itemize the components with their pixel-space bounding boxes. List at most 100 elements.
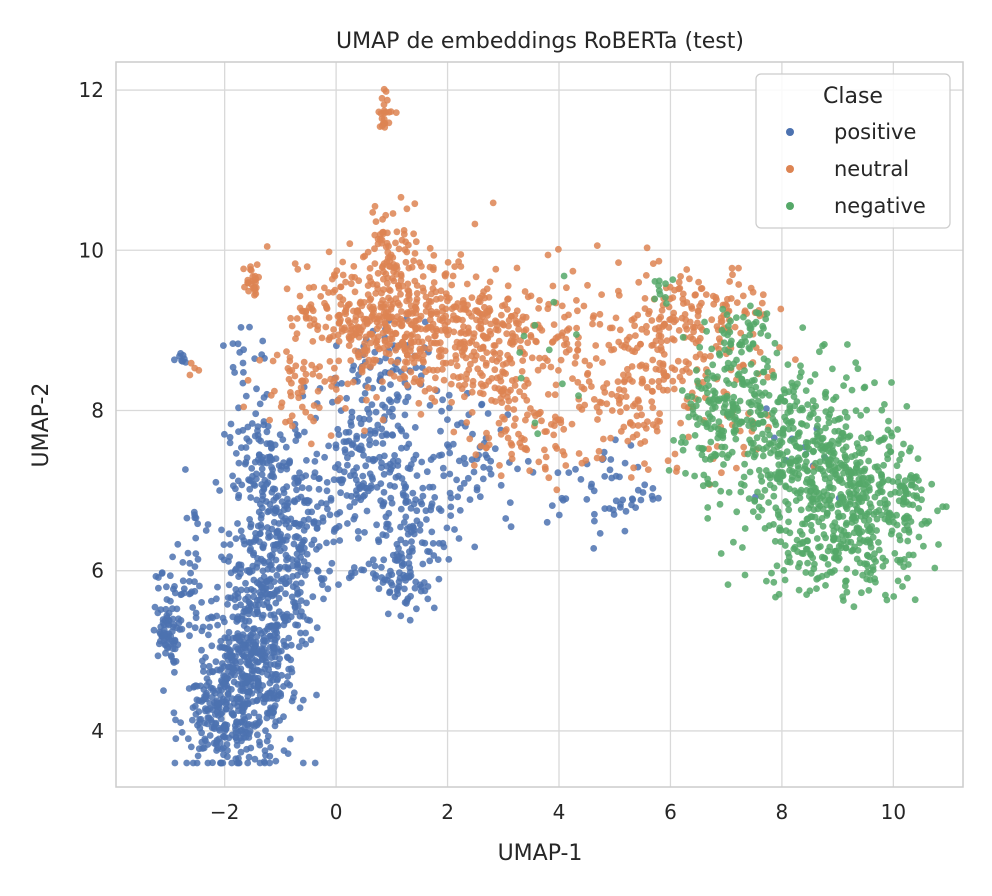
data-point-positive (194, 555, 202, 563)
data-point-positive (242, 579, 249, 587)
data-point-positive (226, 433, 234, 441)
data-point-positive (296, 704, 304, 712)
data-point-negative (903, 498, 910, 506)
data-point-positive (377, 480, 385, 487)
data-point-neutral (379, 416, 387, 424)
data-point-neutral (503, 393, 511, 401)
data-point-neutral (623, 336, 631, 344)
data-point-positive (261, 637, 268, 644)
data-point-positive (445, 556, 453, 563)
data-point-neutral (241, 283, 248, 291)
data-point-negative (850, 603, 858, 611)
data-point-positive (248, 667, 256, 674)
data-point-negative (703, 375, 711, 383)
data-point-negative (824, 447, 832, 455)
data-point-neutral (306, 322, 314, 329)
data-point-negative (880, 461, 887, 469)
data-point-neutral (644, 466, 652, 473)
data-point-neutral (468, 409, 476, 416)
data-point-neutral (735, 264, 742, 272)
data-point-negative (865, 484, 873, 491)
data-point-negative (709, 405, 716, 413)
data-point-negative (788, 418, 796, 425)
data-point-neutral (453, 338, 461, 346)
data-point-neutral (408, 263, 416, 271)
data-point-negative (854, 365, 862, 373)
data-point-neutral (565, 325, 573, 332)
legend-marker-neutral (786, 165, 794, 173)
data-point-positive (301, 428, 308, 436)
data-point-neutral (555, 367, 562, 374)
data-point-negative (689, 410, 697, 418)
data-point-positive (353, 487, 360, 494)
data-point-neutral (504, 306, 511, 313)
data-point-neutral (363, 396, 370, 404)
data-point-positive (335, 431, 343, 438)
data-point-positive (237, 586, 245, 594)
data-point-negative (776, 429, 783, 437)
data-point-positive (401, 484, 409, 492)
data-point-positive (366, 441, 373, 449)
data-point-neutral (536, 354, 543, 362)
data-point-negative (760, 368, 768, 376)
data-point-positive (447, 503, 455, 511)
data-point-neutral (361, 347, 369, 355)
data-point-neutral (671, 450, 679, 458)
data-point-positive (397, 505, 405, 513)
data-point-negative (721, 395, 729, 403)
data-point-neutral (186, 371, 194, 379)
data-point-positive (466, 496, 474, 503)
data-point-neutral (381, 319, 389, 327)
data-point-negative (834, 464, 842, 472)
data-point-positive (305, 485, 313, 492)
data-point-negative (864, 551, 871, 559)
data-point-positive (264, 625, 271, 633)
data-point-negative (861, 445, 868, 453)
data-point-positive (558, 494, 566, 502)
data-point-negative (887, 511, 895, 519)
data-point-positive (410, 500, 418, 508)
data-point-neutral (445, 294, 453, 302)
data-point-neutral (310, 402, 318, 409)
data-point-positive (639, 489, 647, 496)
data-point-negative (717, 550, 725, 557)
data-point-neutral (518, 368, 526, 375)
data-point-positive (400, 519, 408, 526)
data-point-positive (409, 489, 417, 497)
data-point-positive (283, 679, 291, 687)
data-point-negative (730, 538, 737, 546)
data-point-positive (197, 682, 205, 690)
data-point-neutral (495, 419, 503, 427)
data-point-negative (725, 322, 732, 330)
data-point-positive (323, 479, 331, 486)
data-point-positive (430, 604, 438, 612)
data-point-negative (830, 548, 838, 555)
data-point-positive (234, 693, 242, 701)
data-point-positive (163, 596, 171, 603)
data-point-neutral (397, 276, 405, 284)
data-point-positive (259, 453, 266, 461)
data-point-negative (863, 435, 871, 442)
data-point-negative (902, 486, 909, 494)
data-point-negative (796, 494, 804, 502)
data-point-neutral (244, 376, 252, 384)
data-point-positive (426, 557, 434, 565)
data-point-positive (473, 484, 481, 491)
data-point-negative (909, 551, 917, 559)
data-point-neutral (380, 286, 387, 293)
data-point-negative (798, 531, 806, 538)
data-point-negative (855, 469, 863, 477)
data-point-positive (207, 613, 215, 621)
data-point-positive (272, 506, 280, 514)
data-point-positive (411, 584, 419, 592)
data-point-neutral (330, 377, 337, 385)
data-point-neutral (685, 433, 692, 441)
data-point-positive (313, 566, 321, 574)
data-point-negative (829, 442, 836, 450)
data-point-positive (171, 636, 179, 644)
data-point-positive (281, 563, 289, 571)
data-point-negative (755, 466, 763, 474)
data-point-neutral (386, 340, 393, 348)
data-point-positive (165, 616, 173, 624)
data-point-negative (869, 566, 877, 574)
